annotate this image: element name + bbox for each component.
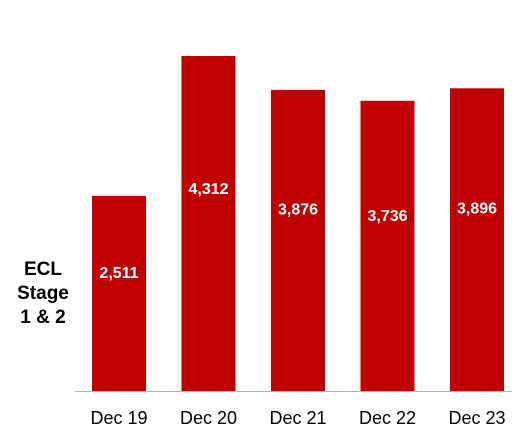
bar-dec-23 xyxy=(450,88,504,392)
x-tick-label-dec-19: Dec 19 xyxy=(90,408,147,428)
data-label-dec-22: 3,736 xyxy=(367,208,407,225)
data-label-dec-19: 2,511 xyxy=(99,265,138,282)
bars-group xyxy=(92,56,504,392)
data-label-dec-21: 3,876 xyxy=(278,202,318,219)
x-tick-labels-group: Dec 19 Dec 20 Dec 21 Dec 22 Dec 23 xyxy=(90,408,505,428)
bar-dec-21 xyxy=(271,89,325,392)
y-axis-label-line-3: 1 & 2 xyxy=(20,307,66,328)
x-tick-label-dec-23: Dec 23 xyxy=(448,408,505,428)
y-axis-label-line-2: Stage xyxy=(17,283,69,304)
value-labels-group: 2,511 4,312 3,876 3,736 3,896 xyxy=(99,181,497,282)
data-label-dec-23: 3,896 xyxy=(457,201,497,218)
bar-dec-22 xyxy=(360,100,415,392)
data-label-dec-20: 4,312 xyxy=(188,181,228,198)
x-tick-label-dec-21: Dec 21 xyxy=(269,408,326,428)
y-axis-label: ECL Stage 1 & 2 xyxy=(10,258,76,330)
bar-dec-20 xyxy=(181,56,236,391)
bar-dec-19 xyxy=(92,195,146,391)
x-tick-label-dec-22: Dec 22 xyxy=(359,408,416,428)
x-tick-label-dec-20: Dec 20 xyxy=(180,408,237,428)
y-axis-label-line-1: ECL xyxy=(24,259,62,280)
